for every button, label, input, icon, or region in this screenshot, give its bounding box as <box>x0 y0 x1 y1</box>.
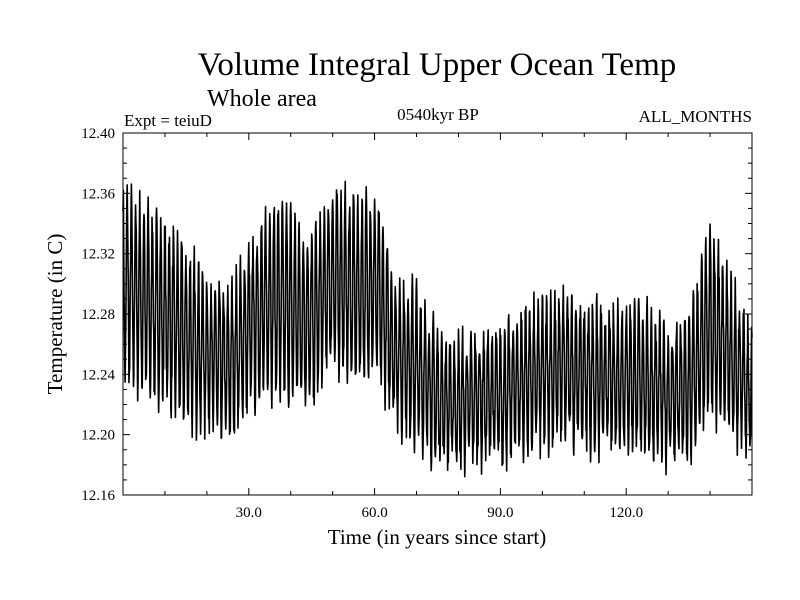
y-axis: 12.16 12.20 12.24 12.28 12.32 12.36 12.40 <box>81 126 752 504</box>
x-tick-label: 90.0 <box>487 505 513 521</box>
period-annotation: 0540kyr BP <box>397 105 479 124</box>
x-tick-label: 120.0 <box>609 505 643 521</box>
x-tick-label: 30.0 <box>236 505 262 521</box>
x-axis-label: Time (in years since start) <box>328 525 547 549</box>
y-tick-label: 12.20 <box>81 428 115 444</box>
months-annotation: ALL_MONTHS <box>639 107 752 126</box>
x-tick-label: 60.0 <box>361 505 387 521</box>
series-line <box>122 180 753 478</box>
y-tick-label: 12.28 <box>81 307 115 323</box>
experiment-annotation: Expt = teiuD <box>124 111 212 130</box>
x-axis: 30.0 60.0 90.0 120.0 <box>164 133 711 521</box>
chart-subtitle: Whole area <box>207 86 317 112</box>
y-axis-label: Temperature (in C) <box>43 234 67 395</box>
y-tick-label: 12.16 <box>81 488 115 504</box>
y-tick-label: 12.24 <box>81 367 115 383</box>
y-tick-label: 12.32 <box>81 247 115 263</box>
y-tick-label: 12.36 <box>81 186 115 202</box>
plot-area: 12.16 12.20 12.24 12.28 12.32 12.36 12.40 30.0… <box>81 126 753 521</box>
y-tick-label: 12.40 <box>81 126 115 142</box>
chart-title: Volume Integral Upper Ocean Temp <box>198 47 676 83</box>
